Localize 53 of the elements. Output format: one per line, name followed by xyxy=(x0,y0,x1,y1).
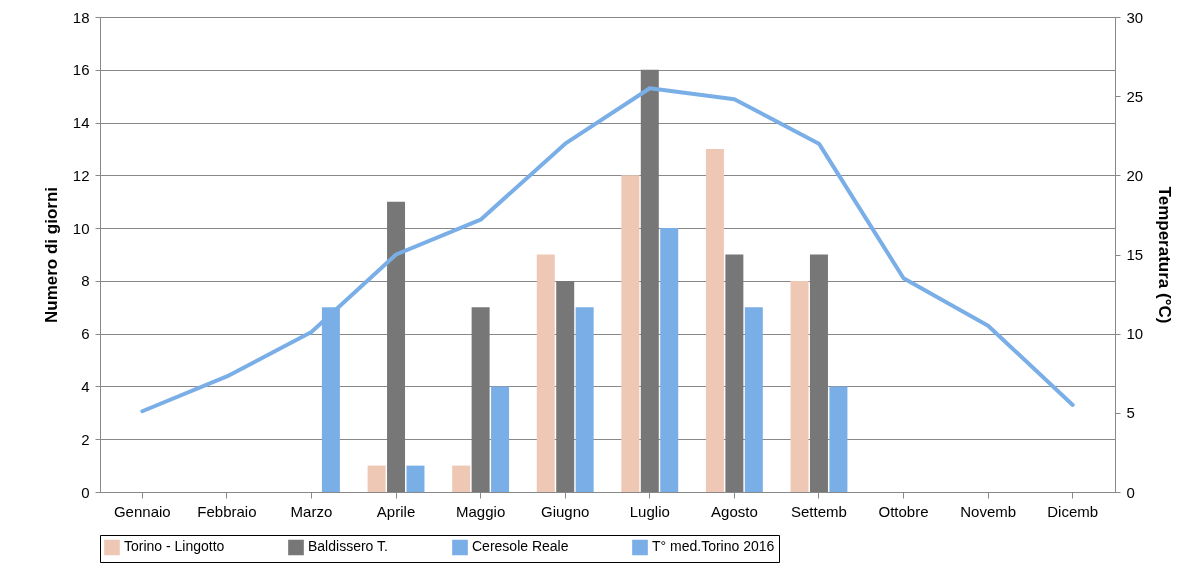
y-tick-label: 6 xyxy=(81,325,90,343)
y-tick-label: 10 xyxy=(72,219,90,237)
y2-tick-label: 10 xyxy=(1126,325,1144,343)
bar xyxy=(705,148,724,492)
y2-axis-title: Temperatura (°C) xyxy=(1155,186,1175,324)
bar xyxy=(406,465,425,492)
y-tick-label: 2 xyxy=(81,430,90,448)
y2-tick-label: 0 xyxy=(1126,483,1135,501)
y2-tick-label: 30 xyxy=(1126,8,1144,26)
bar xyxy=(367,465,386,492)
x-tick-label: Maggio xyxy=(456,502,506,520)
x-tick-label: Luglio xyxy=(629,502,670,520)
bar xyxy=(744,307,763,492)
bar xyxy=(491,386,510,492)
bar xyxy=(621,175,640,492)
y2-tick-label: 20 xyxy=(1126,166,1144,184)
bar xyxy=(640,69,659,492)
x-tick-label: Marzo xyxy=(290,502,333,520)
bar xyxy=(387,201,406,492)
x-tick-label: Agosto xyxy=(711,502,758,520)
legend-label: Ceresole Reale xyxy=(472,538,569,555)
x-tick-label: Gennaio xyxy=(113,502,171,520)
bar xyxy=(452,465,471,492)
x-tick-label: Giugno xyxy=(541,502,590,520)
x-tick-label: Ottobre xyxy=(878,502,929,520)
x-tick-label: Febbraio xyxy=(197,502,257,520)
bar xyxy=(829,386,848,492)
bar xyxy=(790,280,809,492)
bar xyxy=(536,254,555,492)
bar xyxy=(809,254,828,492)
bar xyxy=(660,228,679,492)
y-tick-label: 4 xyxy=(81,377,90,395)
bar xyxy=(471,307,490,492)
bar xyxy=(725,254,744,492)
legend-label: Torino - Lingotto xyxy=(124,538,225,555)
legend-label: Baldissero T. xyxy=(308,538,388,555)
legend-label: T° med.Torino 2016 xyxy=(652,538,775,555)
x-tick-label: Novemb xyxy=(960,502,1017,520)
y2-tick-label: 5 xyxy=(1126,404,1135,422)
y2-tick-label: 15 xyxy=(1126,246,1144,263)
y-tick-label: 18 xyxy=(72,8,90,26)
y-tick-label: 0 xyxy=(81,483,90,501)
y2-tick-label: 25 xyxy=(1126,87,1144,105)
y-tick-label: 8 xyxy=(81,272,90,290)
y-tick-label: 16 xyxy=(72,61,90,79)
x-tick-label: Dicemb xyxy=(1047,502,1099,520)
bar xyxy=(556,280,575,492)
x-tick-label: Aprile xyxy=(376,502,416,520)
x-tick-label: Settemb xyxy=(791,502,847,520)
y-tick-label: 12 xyxy=(72,166,90,184)
bar xyxy=(575,307,594,492)
y-axis-title: Numero di giorni xyxy=(41,187,61,323)
y-tick-label: 14 xyxy=(72,114,90,132)
